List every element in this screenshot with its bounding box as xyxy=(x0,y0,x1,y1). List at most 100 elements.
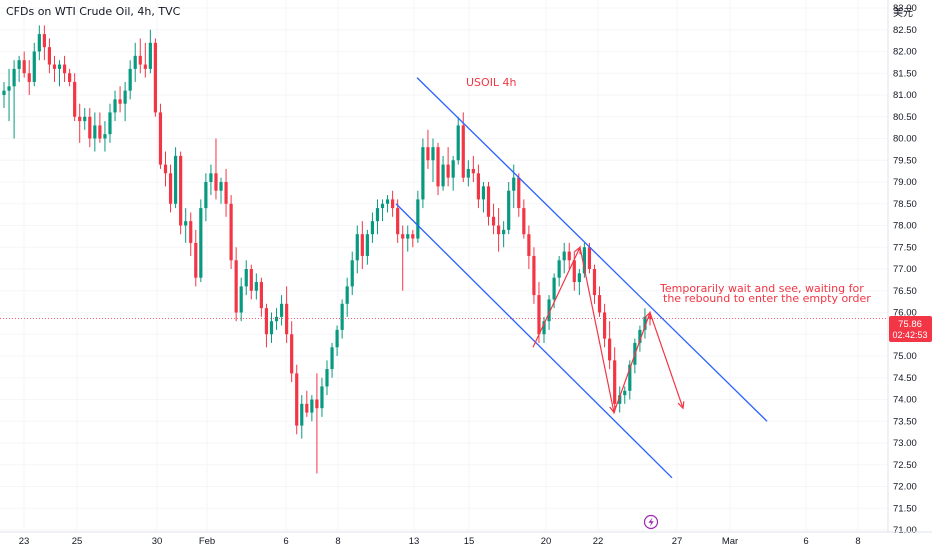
y-tick-label: 79.00 xyxy=(893,177,917,188)
y-tick-label: 76.00 xyxy=(893,308,917,319)
candle-body xyxy=(547,299,551,322)
candle-body xyxy=(244,269,248,287)
candle-body xyxy=(37,34,41,52)
channel-lower-line[interactable] xyxy=(395,203,673,479)
candle-body xyxy=(456,125,460,161)
y-tick-label: 80.00 xyxy=(893,134,917,145)
candle-body xyxy=(502,229,506,235)
candle-body xyxy=(401,234,405,239)
channel-upper-line[interactable] xyxy=(416,77,768,422)
y-tick-label: 76.50 xyxy=(893,286,917,297)
candle-body xyxy=(391,199,395,209)
candle-body xyxy=(189,221,193,243)
candle-body xyxy=(608,338,612,361)
candle-body xyxy=(118,99,122,104)
symbol-annotation[interactable]: USOIL 4h xyxy=(466,76,517,89)
candle-body xyxy=(47,47,52,65)
candle-body xyxy=(194,242,198,278)
candle-body xyxy=(461,125,465,178)
y-tick-label: 72.50 xyxy=(893,460,917,471)
y-tick-label: 77.00 xyxy=(893,264,917,275)
arrowhead-1 xyxy=(574,246,581,255)
x-tick-label: Mar xyxy=(722,536,738,547)
candle-body xyxy=(98,125,102,139)
candle-body xyxy=(173,155,178,204)
candle-body xyxy=(57,64,62,69)
candle-body xyxy=(597,295,602,313)
candle-body xyxy=(108,112,112,135)
candle-body xyxy=(360,234,364,256)
candle-body xyxy=(158,112,163,165)
candle-body xyxy=(446,164,450,178)
candle-body xyxy=(7,86,11,91)
chart-grid xyxy=(0,0,888,532)
x-tick-label: 27 xyxy=(672,536,683,547)
candle-body xyxy=(476,173,481,200)
candle-body xyxy=(184,221,188,226)
candle-body xyxy=(385,199,390,204)
candle-body xyxy=(199,208,203,278)
candle-body xyxy=(537,295,541,335)
note-annotation-line2[interactable]: the rebound to enter the empty order xyxy=(663,292,871,305)
candle-body xyxy=(254,282,258,291)
candle-body xyxy=(285,303,289,335)
chart-title: CFDs on WTI Crude Oil, 4h, TVC xyxy=(6,5,181,18)
y-tick-label: 75.00 xyxy=(893,351,917,362)
y-tick-label: 80.50 xyxy=(893,112,917,123)
candle-body xyxy=(168,173,173,204)
candle-body xyxy=(264,308,269,335)
candle-body xyxy=(300,403,304,426)
candle-body xyxy=(239,286,243,313)
y-tick-label: 74.00 xyxy=(893,395,917,406)
drawing-layer xyxy=(0,77,888,479)
candle-body xyxy=(83,116,87,122)
candle-body xyxy=(143,64,147,69)
candle-body xyxy=(512,177,516,191)
time-axis[interactable]: 23 25 30 Feb 6 8 13 15 20 22 27 Mar 6 8 xyxy=(19,536,861,547)
candle-body xyxy=(577,273,581,283)
candle-body xyxy=(103,134,107,139)
x-tick-label: 15 xyxy=(464,536,475,547)
candle-body xyxy=(552,277,556,300)
candle-body xyxy=(148,42,152,69)
lightning-icon[interactable] xyxy=(643,514,659,530)
candle-body xyxy=(22,60,26,74)
candle-body xyxy=(436,147,440,187)
candle-body xyxy=(522,208,526,235)
candle-body xyxy=(295,373,299,426)
candle-body xyxy=(345,286,349,304)
y-tick-label: 71.50 xyxy=(893,503,917,514)
price-badge-price: 75.86 xyxy=(898,319,922,330)
candle-body xyxy=(310,399,314,413)
candle-body xyxy=(567,251,571,261)
candle-body xyxy=(375,208,380,222)
candle-body xyxy=(496,225,501,235)
candle-body xyxy=(643,316,647,330)
projection-arrow-path[interactable] xyxy=(532,245,684,415)
price-axis[interactable]: 71.00 71.50 72.00 72.50 73.00 73.50 74.00 74.50… xyxy=(893,3,917,536)
candle-body xyxy=(214,173,218,191)
candle-body xyxy=(320,386,324,409)
candle-body xyxy=(335,329,339,348)
arrowhead-3 xyxy=(644,311,652,320)
candle-body xyxy=(466,168,470,178)
y-tick-label: 74.50 xyxy=(893,373,917,384)
candle-body xyxy=(431,147,435,161)
candle-body xyxy=(613,360,617,404)
candle-body xyxy=(486,186,491,217)
candle-body xyxy=(128,68,132,91)
candle-body xyxy=(204,182,208,209)
price-badge[interactable]: 75.86 02:42:53 xyxy=(889,316,932,342)
x-tick-label: 6 xyxy=(803,536,808,547)
candle-body xyxy=(623,390,627,396)
candle-body xyxy=(224,182,228,204)
candle-body xyxy=(451,160,455,178)
candle-body xyxy=(350,260,354,287)
candle-body xyxy=(582,247,586,274)
candle-body xyxy=(527,234,531,256)
x-tick-label: 20 xyxy=(541,536,552,547)
note-annotation-line1[interactable]: Temporarily wait and see, waiting for xyxy=(659,282,864,295)
candle-body xyxy=(279,303,284,317)
y-tick-label: 71.00 xyxy=(893,525,917,536)
